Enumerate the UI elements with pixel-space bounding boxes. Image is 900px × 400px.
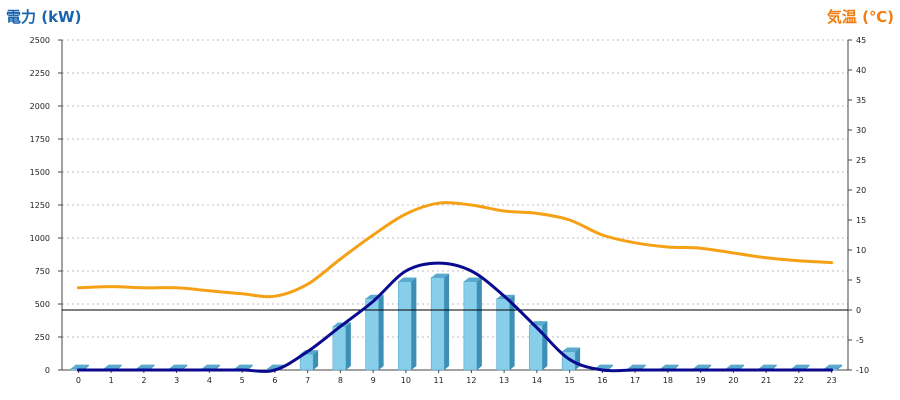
bar-top: [660, 364, 679, 369]
bar-top: [463, 277, 482, 282]
left-tick-label: 1250: [30, 201, 50, 210]
bar-top: [693, 364, 712, 369]
bar: [398, 277, 417, 371]
x-tick-label: 3: [174, 376, 179, 385]
left-tick-label: 2500: [30, 36, 50, 45]
x-tick-label: 20: [728, 376, 738, 385]
bar-side: [313, 350, 319, 370]
x-tick-label: 4: [207, 376, 212, 385]
right-tick-label: -10: [856, 366, 869, 375]
bar-front: [398, 281, 412, 371]
bar-side: [837, 364, 843, 370]
bar: [496, 294, 515, 371]
bar: [365, 294, 384, 371]
bar-side: [509, 294, 515, 370]
bar-side: [345, 322, 351, 370]
bar-side: [476, 277, 482, 370]
bar-top: [234, 364, 253, 369]
x-tick-label: 23: [827, 376, 837, 385]
x-tick-label: 2: [141, 376, 146, 385]
bar-front: [365, 298, 379, 371]
x-tick-label: 7: [305, 376, 310, 385]
bar-front: [299, 353, 314, 371]
left-tick-label: 1000: [30, 234, 50, 243]
x-tick-label: 16: [597, 376, 607, 385]
bar-top: [169, 364, 188, 369]
bar-top: [725, 364, 744, 369]
left-axis-title: 電力 (kW): [6, 8, 82, 26]
left-tick-label: 750: [35, 267, 50, 276]
bar-side: [378, 294, 384, 370]
bar-top: [594, 364, 613, 369]
x-tick-label: 17: [630, 376, 640, 385]
x-tick-label: 18: [663, 376, 673, 385]
right-tick-label: 0: [856, 306, 861, 315]
right-tick-label: 15: [856, 216, 866, 225]
bar-side: [542, 321, 548, 370]
x-tick-label: 19: [696, 376, 706, 385]
bar-front: [332, 326, 347, 371]
bar-front: [463, 281, 478, 371]
bar-front: [496, 298, 510, 371]
bar-side: [411, 277, 417, 370]
bar-front: [430, 277, 445, 371]
bar: [463, 277, 482, 371]
temperature-line: [76, 201, 834, 299]
x-tick-label: 15: [565, 376, 575, 385]
right-tick-label: 20: [856, 186, 866, 195]
right-tick-label: 5: [856, 276, 861, 285]
x-tick-label: 10: [401, 376, 411, 385]
x-tick-label: 9: [371, 376, 376, 385]
left-tick-label: 2250: [30, 69, 50, 78]
bar-top: [791, 364, 810, 369]
right-tick-label: 45: [856, 36, 866, 45]
left-tick-label: 0: [45, 366, 50, 375]
right-tick-label: -5: [856, 336, 864, 345]
right-tick-label: 35: [856, 96, 866, 105]
bar-top: [431, 273, 450, 278]
right-tick-label: 40: [856, 66, 866, 75]
left-tick-label: 250: [35, 333, 50, 342]
bar-side: [607, 364, 613, 370]
left-tick-label: 1500: [30, 168, 50, 177]
x-tick-label: 11: [434, 376, 444, 385]
left-tick-label: 500: [35, 300, 50, 309]
bar-top: [824, 364, 843, 369]
bar-top: [136, 364, 155, 369]
left-tick-label: 1750: [30, 135, 50, 144]
x-tick-label: 22: [794, 376, 804, 385]
x-tick-label: 12: [466, 376, 476, 385]
bar-top: [562, 347, 581, 352]
right-axis-title: 気温 (℃): [826, 8, 894, 26]
bar-side: [444, 273, 450, 370]
right-tick-label: 30: [856, 126, 866, 135]
bar-top: [103, 364, 122, 369]
x-tick-label: 0: [76, 376, 81, 385]
x-tick-label: 5: [240, 376, 245, 385]
left-tick-label: 2000: [30, 102, 50, 111]
bar-top: [627, 364, 646, 369]
bar-top: [758, 364, 777, 369]
bar-top: [398, 277, 417, 282]
right-tick-label: 25: [856, 156, 866, 165]
x-tick-label: 21: [761, 376, 771, 385]
power-line: [76, 261, 834, 373]
bar-top: [201, 364, 220, 369]
x-tick-label: 6: [272, 376, 277, 385]
right-tick-label: 10: [856, 246, 866, 255]
x-tick-label: 14: [532, 376, 542, 385]
bar: [430, 273, 450, 371]
x-tick-label: 8: [338, 376, 343, 385]
bar: [332, 322, 351, 371]
bar-top: [70, 364, 89, 369]
bar-side: [247, 364, 253, 370]
x-tick-label: 13: [499, 376, 509, 385]
x-tick-label: 1: [109, 376, 114, 385]
